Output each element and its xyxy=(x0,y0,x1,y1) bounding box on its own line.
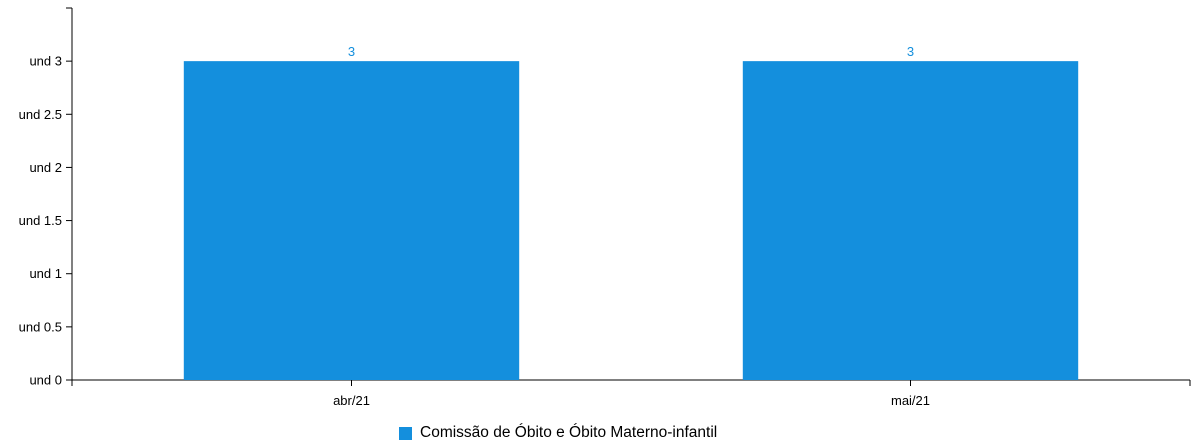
y-tick-label: und 3 xyxy=(29,54,62,69)
bar-data-label: 3 xyxy=(348,44,355,59)
y-tick-label: und 0.5 xyxy=(19,319,62,334)
bar xyxy=(183,61,520,381)
y-tick-label: und 0 xyxy=(29,373,62,388)
x-tick-label: abr/21 xyxy=(333,393,370,408)
x-axis: abr/21 mai/21 xyxy=(71,379,1191,408)
bar xyxy=(742,61,1079,381)
x-tick-label: mai/21 xyxy=(891,393,930,408)
y-axis: und 0 und 0.5 und 1 und 1.5 und 2 und 2.5 und … xyxy=(19,7,73,388)
legend-swatch xyxy=(399,426,412,440)
bar-chart: und 0 und 0.5 und 1 und 1.5 und 2 und 2.5 und … xyxy=(19,7,1191,408)
y-tick-label: und 2 xyxy=(29,160,62,175)
y-tick-label: und 2.5 xyxy=(19,107,62,122)
y-tick-label: und 1 xyxy=(29,266,62,281)
legend-label: Comissão de Óbito e Óbito Materno-infant… xyxy=(420,424,718,441)
bar-data-label: 3 xyxy=(907,44,914,59)
y-tick-label: und 1.5 xyxy=(19,213,62,228)
legend[interactable]: Comissão de Óbito e Óbito Materno-infant… xyxy=(399,424,717,442)
